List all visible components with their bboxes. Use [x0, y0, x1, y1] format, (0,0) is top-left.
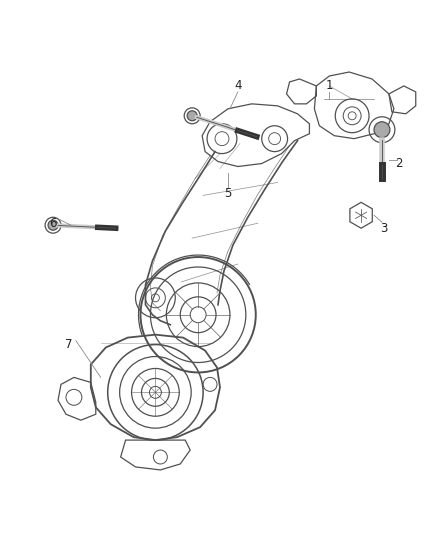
Text: 5: 5: [224, 187, 232, 200]
Text: 7: 7: [65, 338, 73, 351]
Text: 6: 6: [49, 217, 57, 230]
Circle shape: [48, 220, 58, 230]
Text: 2: 2: [395, 157, 403, 170]
Text: 3: 3: [380, 222, 388, 235]
Text: 1: 1: [325, 79, 333, 92]
Text: 4: 4: [234, 79, 242, 92]
Circle shape: [374, 122, 390, 138]
Circle shape: [187, 111, 197, 121]
